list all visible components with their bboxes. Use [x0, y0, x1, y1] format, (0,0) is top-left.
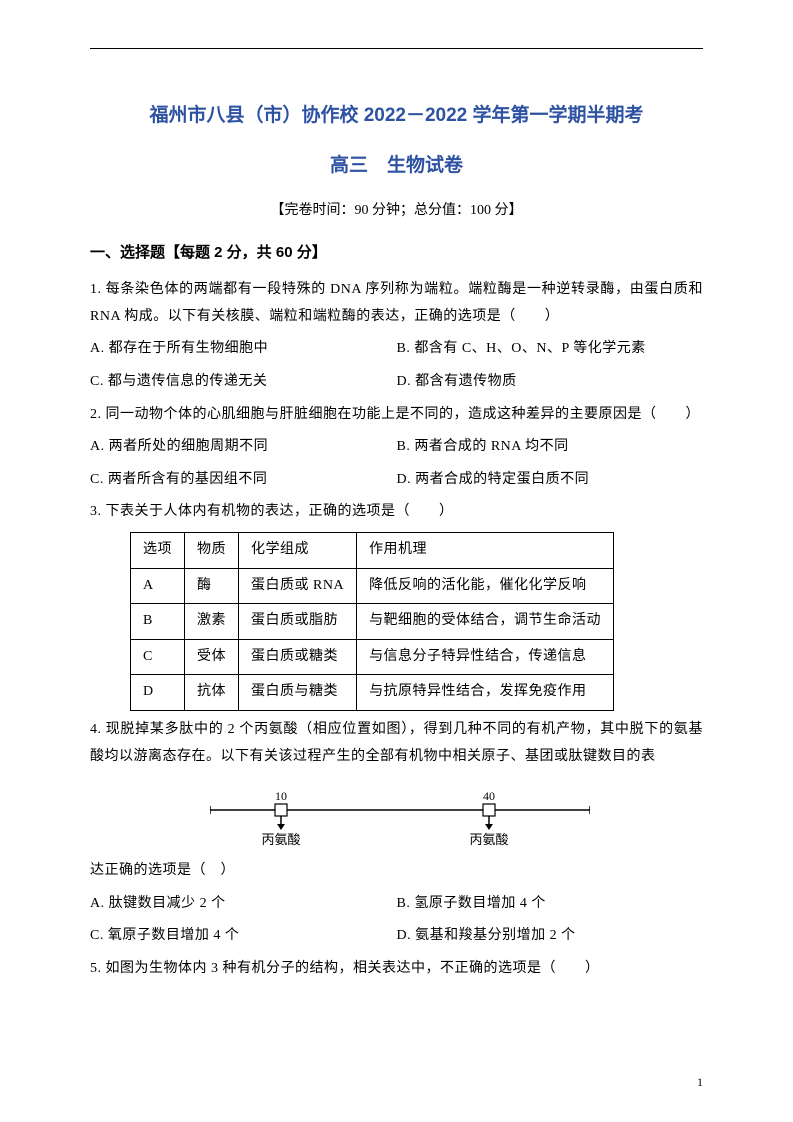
q3-r2c1: 受体	[185, 639, 239, 675]
section-1-heading: 一、选择题【每题 2 分，共 60 分】	[90, 239, 703, 268]
table-row: C 受体 蛋白质或糖类 与信息分子特异性结合，传递信息	[131, 639, 614, 675]
q1-stem: 1. 每条染色体的两端都有一段特殊的 DNA 序列称为端粒。端粒酶是一种逆转录酶…	[90, 277, 703, 330]
q3-th-1: 物质	[185, 533, 239, 569]
q3-th-0: 选项	[131, 533, 185, 569]
q4-opt-c: C. 氧原子数目增加 4 个	[90, 923, 397, 950]
q2-opt-b: B. 两者合成的 RNA 均不同	[397, 434, 704, 461]
q4-pos2-text: 丙氨酸	[469, 832, 508, 847]
q4-stem-pre: 4. 现脱掉某多肽中的 2 个丙氨酸（相应位置如图），得到几种不同的有机产物，其…	[90, 717, 703, 770]
top-rule	[90, 48, 703, 49]
q4-opt-a: A. 肽键数目减少 2 个	[90, 891, 397, 918]
q2-opt-a: A. 两者所处的细胞周期不同	[90, 434, 397, 461]
q3-r1c3: 与靶细胞的受体结合，调节生命活动	[357, 604, 614, 640]
q3-r0c0: A	[131, 568, 185, 604]
q3-r3c3: 与抗原特异性结合，发挥免疫作用	[357, 675, 614, 711]
q1-options-row2: C. 都与遗传信息的传递无关 D. 都含有遗传物质	[90, 369, 703, 396]
q2-opt-c: C. 两者所含有的基因组不同	[90, 467, 397, 494]
table-row: B 激素 蛋白质或脂肪 与靶细胞的受体结合，调节生命活动	[131, 604, 614, 640]
q4-opt-b: B. 氢原子数目增加 4 个	[397, 891, 704, 918]
q3-th-3: 作用机理	[357, 533, 614, 569]
q5-stem: 5. 如图为生物体内 3 种有机分子的结构，相关表达中，不正确的选项是（ ）	[90, 956, 703, 983]
q4-opt-d: D. 氨基和羧基分别增加 2 个	[397, 923, 704, 950]
exam-title-line1: 福州市八县（市）协作校 2022－2022 学年第一学期半期考	[90, 98, 703, 134]
q4-peptide-diagram: 10 丙氨酸 40 丙氨酸	[210, 788, 703, 850]
table-row: D 抗体 蛋白质与糖类 与抗原特异性结合，发挥免疫作用	[131, 675, 614, 711]
q3-r1c2: 蛋白质或脂肪	[239, 604, 357, 640]
q2-options-row1: A. 两者所处的细胞周期不同 B. 两者合成的 RNA 均不同	[90, 434, 703, 461]
q3-r3c1: 抗体	[185, 675, 239, 711]
q3-table: 选项 物质 化学组成 作用机理 A 酶 蛋白质或 RNA 降低反响的活化能，催化…	[130, 532, 614, 711]
q4-options-row2: C. 氧原子数目增加 4 个 D. 氨基和羧基分别增加 2 个	[90, 923, 703, 950]
exam-meta: 【完卷时间：90 分钟；总分值：100 分】	[90, 198, 703, 225]
table-row: A 酶 蛋白质或 RNA 降低反响的活化能，催化化学反响	[131, 568, 614, 604]
q4-pos2-label: 40	[483, 789, 495, 803]
exam-title-line2: 高三 生物试卷	[90, 148, 703, 184]
q4-options-row1: A. 肽键数目减少 2 个 B. 氢原子数目增加 4 个	[90, 891, 703, 918]
q1-opt-c: C. 都与遗传信息的传递无关	[90, 369, 397, 396]
q3-r2c2: 蛋白质或糖类	[239, 639, 357, 675]
q1-options-row1: A. 都存在于所有生物细胞中 B. 都含有 C、H、O、N、P 等化学元素	[90, 336, 703, 363]
q1-opt-a: A. 都存在于所有生物细胞中	[90, 336, 397, 363]
table-row: 选项 物质 化学组成 作用机理	[131, 533, 614, 569]
q3-th-2: 化学组成	[239, 533, 357, 569]
q4-pos1-text: 丙氨酸	[261, 832, 300, 847]
q4-stem-post: 达正确的选项是（ ）	[90, 858, 703, 885]
q3-r1c0: B	[131, 604, 185, 640]
q3-r3c0: D	[131, 675, 185, 711]
q3-r0c2: 蛋白质或 RNA	[239, 568, 357, 604]
q3-stem: 3. 下表关于人体内有机物的表达，正确的选项是（ ）	[90, 499, 703, 526]
page-number: 1	[697, 1071, 703, 1094]
q2-options-row2: C. 两者所含有的基因组不同 D. 两者合成的特定蛋白质不同	[90, 467, 703, 494]
q3-r2c0: C	[131, 639, 185, 675]
q1-opt-d: D. 都含有遗传物质	[397, 369, 704, 396]
q2-opt-d: D. 两者合成的特定蛋白质不同	[397, 467, 704, 494]
q3-r3c2: 蛋白质与糖类	[239, 675, 357, 711]
q3-r0c1: 酶	[185, 568, 239, 604]
q3-r0c3: 降低反响的活化能，催化化学反响	[357, 568, 614, 604]
q2-stem: 2. 同一动物个体的心肌细胞与肝脏细胞在功能上是不同的，造成这种差异的主要原因是…	[90, 402, 703, 429]
q3-r1c1: 激素	[185, 604, 239, 640]
q4-pos1-label: 10	[275, 789, 287, 803]
q1-opt-b: B. 都含有 C、H、O、N、P 等化学元素	[397, 336, 704, 363]
q3-r2c3: 与信息分子特异性结合，传递信息	[357, 639, 614, 675]
